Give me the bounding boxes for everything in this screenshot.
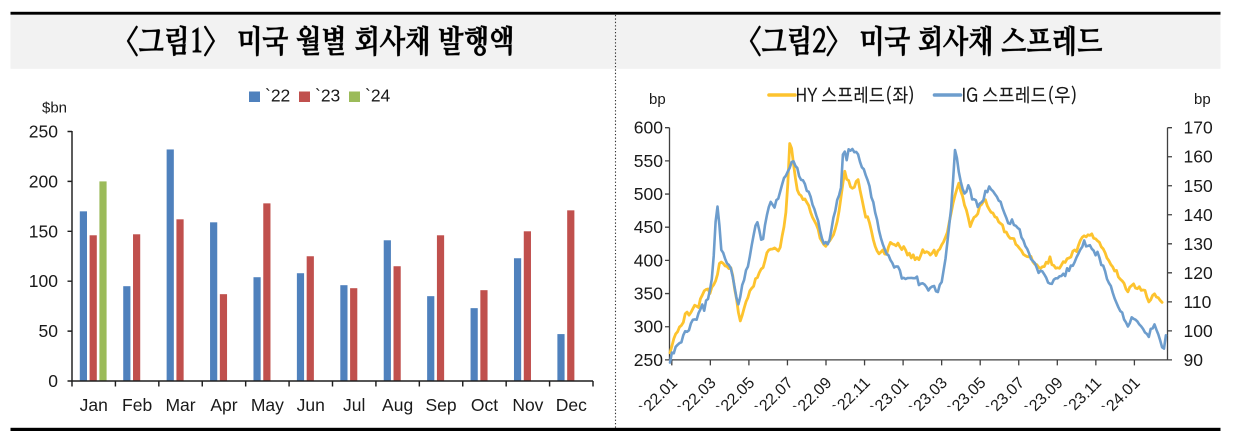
- svg-text:bp: bp: [649, 91, 666, 108]
- svg-text:500: 500: [634, 184, 663, 204]
- svg-text:`23: `23: [315, 86, 340, 106]
- svg-text:Nov: Nov: [512, 395, 543, 415]
- svg-text:Jan: Jan: [80, 395, 108, 415]
- svg-text:50: 50: [39, 321, 59, 341]
- svg-text:Oct: Oct: [471, 395, 498, 415]
- svg-text:Dec: Dec: [556, 395, 587, 415]
- svg-text:Apr: Apr: [210, 395, 237, 415]
- svg-text:`22: `22: [265, 86, 290, 106]
- svg-text:200: 200: [29, 171, 58, 191]
- svg-text:450: 450: [634, 217, 663, 237]
- svg-text:250: 250: [29, 122, 58, 142]
- svg-text:Jul: Jul: [343, 395, 365, 415]
- svg-text:`24: `24: [365, 86, 391, 106]
- svg-text:160: 160: [1184, 147, 1213, 167]
- svg-text:120: 120: [1184, 263, 1213, 283]
- svg-text:130: 130: [1184, 234, 1213, 254]
- svg-text:550: 550: [634, 151, 663, 171]
- svg-text:110: 110: [1184, 292, 1212, 312]
- svg-text:May: May: [251, 395, 284, 415]
- svg-text:350: 350: [634, 284, 663, 304]
- svg-text:100: 100: [1184, 321, 1213, 341]
- svg-text:100: 100: [29, 271, 58, 291]
- svg-text:600: 600: [634, 118, 663, 138]
- svg-text:Jun: Jun: [297, 395, 325, 415]
- svg-text:bp: bp: [1194, 91, 1211, 108]
- svg-text:Feb: Feb: [122, 395, 152, 415]
- svg-text:150: 150: [29, 221, 58, 241]
- svg-text:90: 90: [1184, 350, 1204, 370]
- svg-text:250: 250: [634, 350, 663, 370]
- svg-text:150: 150: [1184, 176, 1213, 196]
- svg-text:170: 170: [1184, 118, 1213, 138]
- svg-text:400: 400: [634, 250, 663, 270]
- svg-text:140: 140: [1184, 205, 1213, 225]
- svg-text:Sep: Sep: [425, 395, 456, 415]
- svg-text:300: 300: [634, 317, 663, 337]
- svg-text:$bn: $bn: [42, 100, 67, 117]
- svg-text:0: 0: [48, 371, 58, 391]
- svg-text:Aug: Aug: [382, 395, 413, 415]
- svg-text:Mar: Mar: [165, 395, 195, 415]
